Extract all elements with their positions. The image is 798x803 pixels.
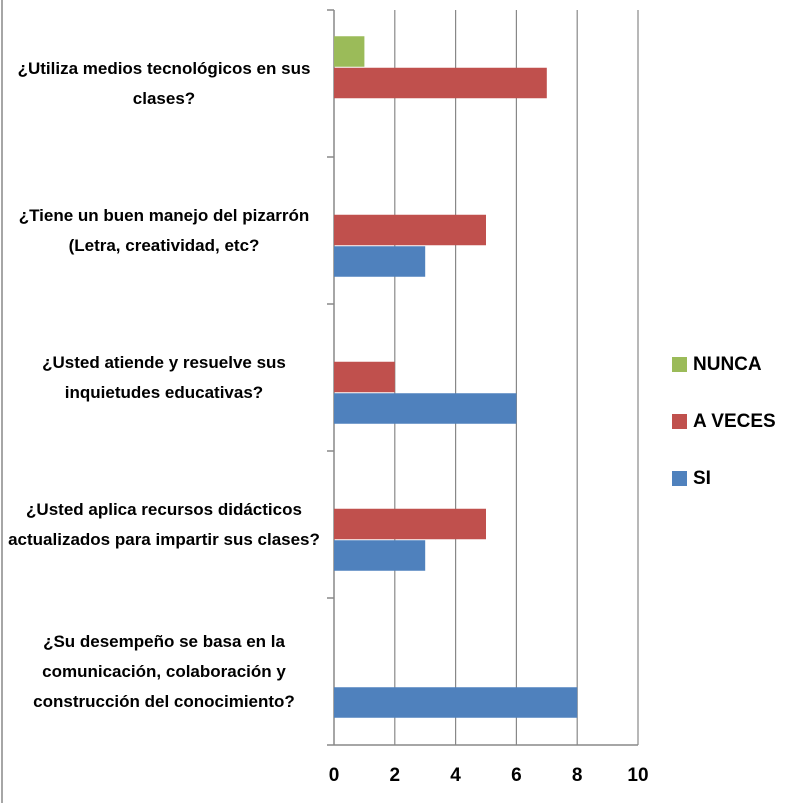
bar	[334, 540, 426, 571]
bar	[334, 246, 426, 277]
legend-swatch	[672, 414, 687, 429]
x-tick-label: 2	[390, 765, 401, 786]
x-tick-label: 6	[511, 765, 522, 786]
x-tick-label: 8	[572, 765, 583, 786]
bar	[334, 361, 395, 393]
bar	[334, 687, 578, 718]
y-tick-label: ¿Su desempeño se basa en la comunicación…	[33, 631, 295, 711]
legend-label: SI	[693, 468, 711, 489]
y-tick-label: ¿Utiliza medios tecnológicos en sus clas…	[17, 58, 311, 108]
bar	[334, 214, 486, 246]
bar	[334, 67, 547, 99]
x-tick-label: 4	[450, 765, 461, 786]
x-tick-label: 10	[627, 765, 648, 786]
legend-label: A VECES	[693, 411, 776, 432]
y-tick-label: ¿Usted aplica recursos didácticos actual…	[8, 499, 320, 549]
bar	[334, 393, 517, 424]
bar	[334, 508, 486, 540]
bar	[334, 36, 365, 67]
y-tick-label: ¿Tiene un buen manejo del pizarrón (Letr…	[18, 205, 310, 255]
x-tick-label: 0	[329, 765, 340, 786]
legend-swatch	[672, 471, 687, 486]
legend-swatch	[672, 357, 687, 372]
y-tick-label: ¿Usted atiende y resuelve sus inquietude…	[42, 352, 286, 402]
legend-label: NUNCA	[693, 354, 762, 375]
